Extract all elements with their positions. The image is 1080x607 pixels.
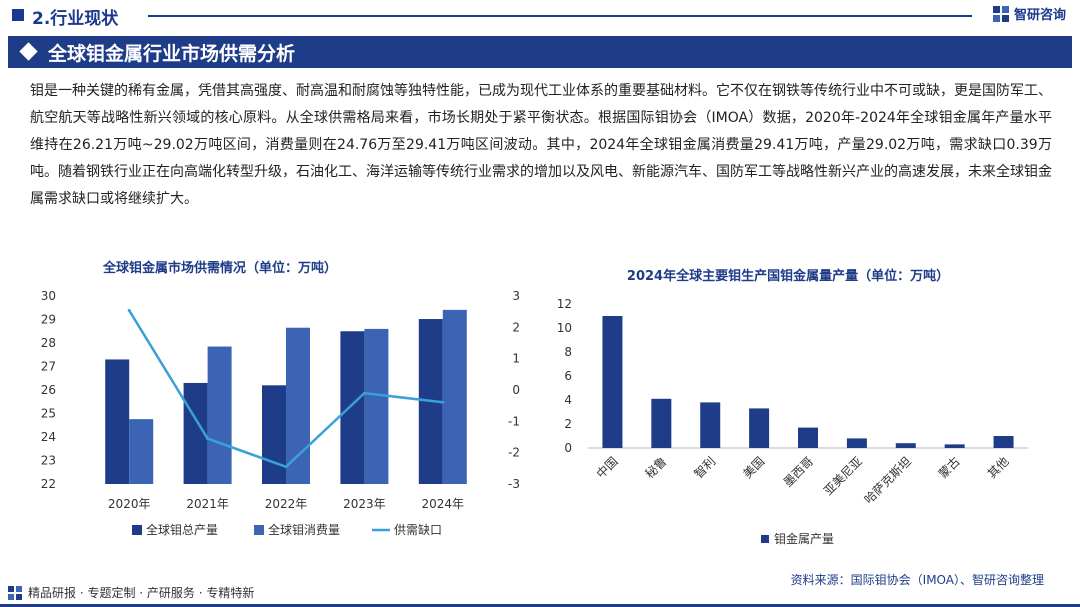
y-right-tick-label: -3 <box>508 477 520 491</box>
y-left-tick-label: 28 <box>41 336 56 350</box>
x-tick-label: 2021年 <box>186 497 229 511</box>
x-tick-label: 中国 <box>593 454 621 482</box>
brand-small-icon <box>8 585 22 600</box>
x-tick-label: 2024年 <box>422 497 465 511</box>
y-tick-label: 4 <box>564 393 572 407</box>
x-tick-label: 亚美尼亚 <box>821 454 865 498</box>
y-right-tick-label: 3 <box>512 289 520 303</box>
y-left-tick-label: 27 <box>41 360 56 374</box>
page-title: 全球钼金属行业市场供需分析 <box>48 43 296 65</box>
y-tick-label: 6 <box>564 369 572 383</box>
gap-point <box>441 400 445 404</box>
source-note: 资料来源：国际钼协会（IMOA）、智研咨询整理 <box>790 573 1044 587</box>
bottom-rule <box>0 604 1080 607</box>
country-bar <box>651 398 672 448</box>
gap-point <box>127 308 131 312</box>
legend-swatch <box>761 535 769 543</box>
x-tick-label: 智利 <box>691 454 719 482</box>
gap-point <box>362 391 366 395</box>
legend-label: 钼金属产量 <box>774 531 834 546</box>
header-divider <box>148 15 972 17</box>
consumption-bar <box>286 327 310 484</box>
country-bar <box>602 316 623 448</box>
x-tick-label: 墨西哥 <box>781 454 816 489</box>
x-tick-label: 秘鲁 <box>643 454 670 481</box>
y-tick-label: 0 <box>564 441 572 455</box>
x-tick-label: 2020年 <box>108 497 151 511</box>
y-left-tick-label: 25 <box>41 407 56 421</box>
y-left-tick-label: 23 <box>41 454 56 468</box>
producer-countries-chart: 2024年全球主要钼生产国钼金属量产量（单位：万吨） 0 2 4 6 8 10 12 中国 秘鲁智… <box>557 268 1028 546</box>
country-bar <box>993 436 1014 448</box>
country-bar <box>700 402 721 448</box>
chart-title: 2024年全球主要钼生产国钼金属量产量（单位：万吨） <box>627 268 949 284</box>
x-tick-label: 美国 <box>740 454 767 481</box>
legend-swatch-consumption <box>254 525 264 535</box>
section-marker <box>12 9 24 21</box>
y-tick-label: 10 <box>557 321 572 335</box>
consumption-bar <box>129 419 154 484</box>
brand-logo[interactable]: 智研咨询 <box>992 4 1066 23</box>
x-tick-label: 哈萨克斯坦 <box>862 454 914 506</box>
title-banner: 全球钼金属行业市场供需分析 <box>8 36 1072 68</box>
legend-label-consumption: 全球钼消费量 <box>268 522 340 537</box>
y-tick-label: 8 <box>564 345 572 359</box>
production-bar <box>340 331 365 484</box>
diamond-icon <box>19 42 38 61</box>
legend-label-gap: 供需缺口 <box>394 522 442 537</box>
y-right-tick-label: 0 <box>512 383 520 397</box>
y-right-tick-label: -1 <box>508 414 520 428</box>
y-left-tick-label: 22 <box>41 477 56 491</box>
y-left-tick-label: 29 <box>41 313 56 327</box>
gap-point <box>284 465 288 469</box>
x-tick-label: 2023年 <box>343 497 386 511</box>
production-bar <box>105 359 130 484</box>
consumption-bar <box>442 309 467 484</box>
country-bar <box>846 438 867 448</box>
chart-title: 全球钼金属市场供需情况（单位：万吨） <box>102 260 337 276</box>
footer-tagline: 精品研报 · 专题定制 · 产研服务 · 专精特新 <box>8 584 254 601</box>
legend-label-production: 全球钼总产量 <box>146 522 218 537</box>
consumption-bar <box>364 328 389 484</box>
y-right-tick-label: 1 <box>512 352 520 366</box>
x-tick-label: 其他 <box>985 454 1012 481</box>
gap-point <box>206 437 210 441</box>
x-tick-label: 蒙古 <box>935 454 963 482</box>
section-title: 2.行业现状 <box>32 9 119 29</box>
x-tick-label: 2022年 <box>265 497 308 511</box>
legend-swatch-production <box>132 525 142 535</box>
production-bar <box>262 385 286 484</box>
country-bar <box>749 408 770 448</box>
top-bar: 2.行业现状 智研咨询 <box>0 0 1080 32</box>
y-left-tick-label: 24 <box>41 430 56 444</box>
country-bar <box>895 443 916 448</box>
y-tick-label: 2 <box>564 417 572 431</box>
y-left-tick-label: 30 <box>41 289 56 303</box>
consumption-bar <box>207 346 232 484</box>
tagline-text: 精品研报 · 专题定制 · 产研服务 · 专精特新 <box>28 586 255 600</box>
logo-text: 智研咨询 <box>1013 8 1066 23</box>
country-bar <box>944 444 965 448</box>
y-left-tick-label: 26 <box>41 383 56 397</box>
country-bar <box>798 427 818 448</box>
supply-demand-chart: 全球钼金属市场供需情况（单位：万吨）222324252627282930-3-2… <box>41 260 520 537</box>
y-right-tick-label: 2 <box>512 320 520 334</box>
intro-paragraph: 钼是一种关键的稀有金属，凭借其高强度、耐高温和耐腐蚀等独特性能，已成为现代工业体… <box>30 83 1052 207</box>
y-tick-label: 12 <box>557 297 572 311</box>
y-right-tick-label: -2 <box>508 446 520 460</box>
logo-icon <box>992 5 1009 22</box>
